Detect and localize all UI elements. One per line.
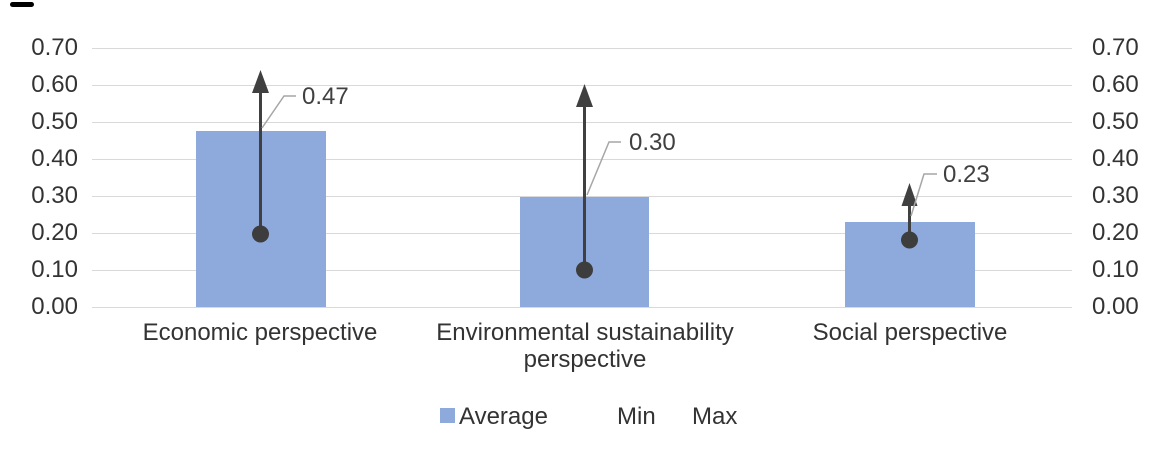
y-axis-tick-left: 0.00 (31, 293, 78, 320)
max-arrowhead-icon-economic (252, 70, 269, 93)
y-axis-tick-left: 0.70 (31, 34, 78, 61)
max-arrowhead-icon-environmental (576, 84, 593, 107)
label-leader-environmental (586, 141, 621, 196)
y-axis-tick-left: 0.60 (31, 71, 78, 98)
legend-label-average: Average (459, 403, 548, 430)
y-axis-tick-left: 0.20 (31, 219, 78, 246)
bar-average-environmental (520, 197, 649, 307)
data-label-environmental: 0.30 (629, 129, 676, 156)
max-arrowhead-icon-social (901, 183, 918, 206)
y-axis-tick-right: 0.70 (1092, 34, 1139, 61)
gridline (92, 122, 1072, 123)
y-axis-tick-right: 0.10 (1092, 256, 1139, 283)
gridline (92, 159, 1072, 160)
label-leader-economic (261, 95, 296, 129)
y-axis-tick-right: 0.20 (1092, 219, 1139, 246)
gridline (92, 48, 1072, 49)
gridline (92, 196, 1072, 197)
category-label-line: Social perspective (812, 319, 1008, 346)
data-label-social: 0.23 (943, 161, 990, 188)
legend-marker-average-icon (440, 408, 455, 423)
bar-average-economic (196, 131, 326, 307)
label-leader-social (910, 173, 937, 217)
category-label-economic: Economic perspective (90, 319, 430, 346)
y-axis-tick-right: 0.40 (1092, 145, 1139, 172)
y-axis-tick-right: 0.60 (1092, 71, 1139, 98)
bar-average-social (845, 222, 975, 307)
y-axis-tick-right: 0.50 (1092, 108, 1139, 135)
category-label-environmental: Environmental sustainability perspective (415, 319, 755, 373)
category-label-line: Economic perspective (142, 319, 378, 346)
category-label-social: Social perspective (740, 319, 1080, 346)
legend-label-max: Max (692, 403, 738, 430)
y-axis-tick-left: 0.40 (31, 145, 78, 172)
corner-dash-mark (10, 2, 34, 7)
category-label-line: perspective (523, 346, 647, 373)
y-axis-tick-left: 0.10 (31, 256, 78, 283)
y-axis-tick-left: 0.30 (31, 182, 78, 209)
y-axis-tick-right: 0.00 (1092, 293, 1139, 320)
y-axis-tick-right: 0.30 (1092, 182, 1139, 209)
y-axis-tick-left: 0.50 (31, 108, 78, 135)
legend-label-min: Min (617, 403, 656, 430)
data-label-economic: 0.47 (302, 83, 349, 110)
gridline (92, 307, 1072, 308)
gridline (92, 85, 1072, 86)
category-label-line: Environmental sustainability (436, 319, 734, 346)
